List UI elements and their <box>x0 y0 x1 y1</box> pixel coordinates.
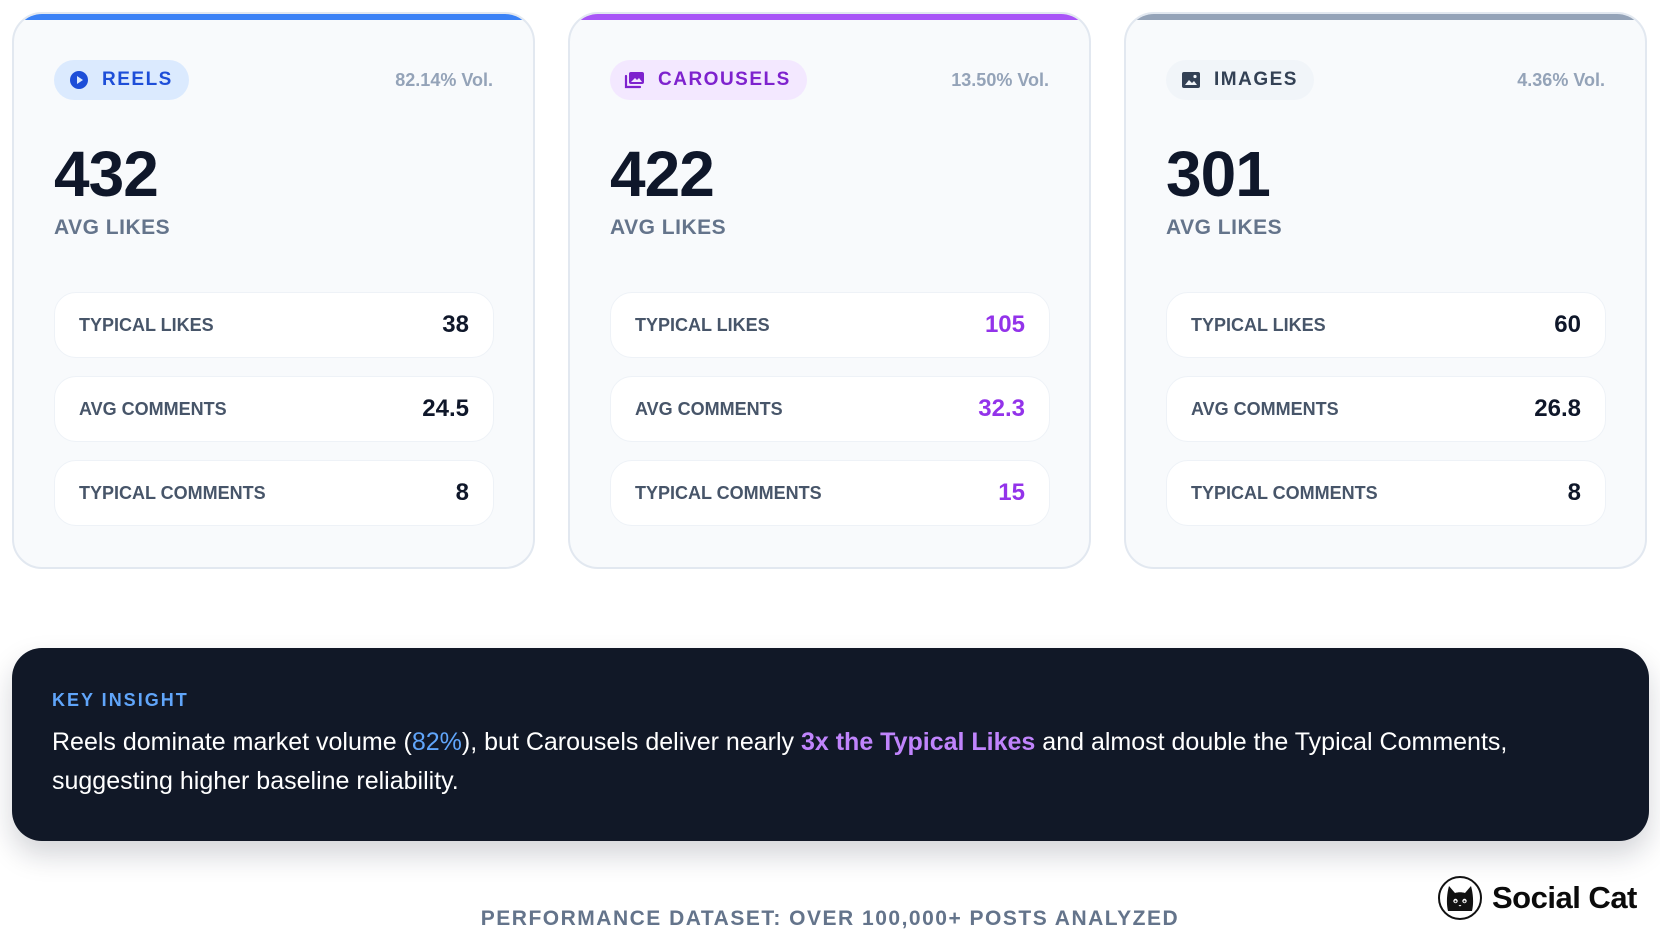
stat-value: 26.8 <box>1534 395 1581 422</box>
avg-likes-value: 432 <box>54 138 159 210</box>
play-circle-icon <box>68 69 90 91</box>
badge-label: REELS <box>102 69 173 90</box>
images-card: IMAGES 4.36% Vol. 301 AVG LIKES TYPICAL … <box>1124 12 1647 569</box>
card-accent-bar <box>570 14 1089 20</box>
insight-text: Reels dominate market volume (82%), but … <box>52 723 1592 801</box>
photo-library-icon <box>624 69 646 91</box>
stat-row: TYPICAL LIKES 60 <box>1166 292 1606 358</box>
insight-label: KEY INSIGHT <box>52 690 189 710</box>
card-accent-bar <box>1126 14 1645 20</box>
carousels-badge: CAROUSELS <box>610 60 807 100</box>
avg-likes-label: AVG LIKES <box>1166 216 1283 239</box>
stat-row: AVG COMMENTS 24.5 <box>54 376 494 442</box>
stat-label: TYPICAL COMMENTS <box>1191 482 1378 503</box>
volume-share: 13.50% Vol. <box>951 70 1049 90</box>
key-insight-panel: KEY INSIGHT Reels dominate market volume… <box>12 648 1649 841</box>
stat-row: TYPICAL LIKES 38 <box>54 292 494 358</box>
stat-row: TYPICAL COMMENTS 8 <box>1166 460 1606 526</box>
stat-value: 60 <box>1554 311 1581 338</box>
avg-likes-label: AVG LIKES <box>610 216 727 239</box>
cat-logo-icon <box>1438 876 1482 920</box>
insight-text-part: Reels dominate market volume ( <box>52 728 412 756</box>
images-badge: IMAGES <box>1166 60 1314 100</box>
stat-value: 8 <box>455 479 469 506</box>
stat-label: AVG COMMENTS <box>79 398 227 419</box>
carousels-card: CAROUSELS 13.50% Vol. 422 AVG LIKES TYPI… <box>568 12 1091 569</box>
card-accent-bar <box>14 14 533 20</box>
volume-share: 4.36% Vol. <box>1517 70 1605 90</box>
stat-value: 105 <box>984 311 1025 338</box>
avg-likes-value: 301 <box>1166 138 1271 210</box>
stat-label: TYPICAL COMMENTS <box>79 482 266 503</box>
stat-label: AVG COMMENTS <box>635 398 783 419</box>
stat-value: 24.5 <box>422 395 469 422</box>
stat-label: TYPICAL COMMENTS <box>635 482 822 503</box>
dataset-footer: PERFORMANCE DATASET: OVER 100,000+ POSTS… <box>480 907 1180 930</box>
image-icon <box>1180 69 1202 91</box>
stat-value: 38 <box>442 311 469 338</box>
stat-label: TYPICAL LIKES <box>1191 314 1326 335</box>
avg-likes-value: 422 <box>610 138 715 210</box>
stat-row: AVG COMMENTS 26.8 <box>1166 376 1606 442</box>
reels-card: REELS 82.14% Vol. 432 AVG LIKES TYPICAL … <box>12 12 535 569</box>
stat-label: TYPICAL LIKES <box>635 314 770 335</box>
stat-row: TYPICAL COMMENTS 8 <box>54 460 494 526</box>
brand-logo: Social Cat <box>1438 874 1637 922</box>
stat-row: AVG COMMENTS 32.3 <box>610 376 1050 442</box>
insight-highlight-volume: 82% <box>411 728 462 756</box>
content-type-cards: REELS 82.14% Vol. 432 AVG LIKES TYPICAL … <box>12 12 1650 570</box>
insight-text-part: ), but Carousels deliver nearly <box>461 728 801 756</box>
insight-highlight-likes: 3x the Typical Likes <box>800 728 1036 756</box>
avg-likes-label: AVG LIKES <box>54 216 171 239</box>
stat-label: AVG COMMENTS <box>1191 398 1339 419</box>
stat-value: 32.3 <box>978 395 1025 422</box>
stat-row: TYPICAL LIKES 105 <box>610 292 1050 358</box>
reels-badge: REELS <box>54 60 189 100</box>
volume-share: 82.14% Vol. <box>395 70 493 90</box>
insight-text-part: and almost double the Typical Comments, … <box>52 728 1508 795</box>
stat-row: TYPICAL COMMENTS 15 <box>610 460 1050 526</box>
badge-label: IMAGES <box>1214 69 1298 90</box>
stat-value: 8 <box>1567 479 1581 506</box>
badge-label: CAROUSELS <box>658 69 791 90</box>
stat-label: TYPICAL LIKES <box>79 314 214 335</box>
brand-name: Social Cat <box>1492 880 1637 915</box>
stat-value: 15 <box>998 479 1025 506</box>
